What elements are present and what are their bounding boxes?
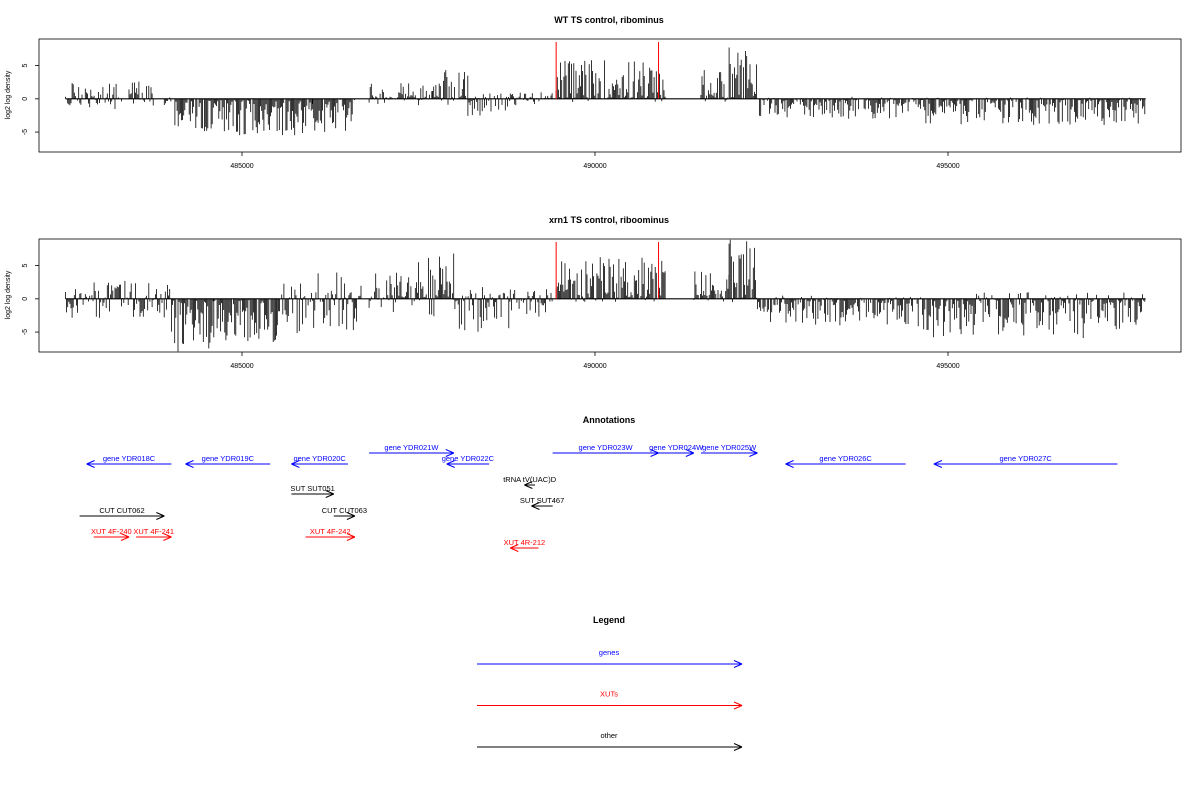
annotation-arrow: XUT 4F-242 xyxy=(305,527,356,541)
annotation-arrows: gene YDR018C gene YDR019C gene YDR020C gene… xyxy=(79,443,1118,552)
annotation-arrow: gene YDR026C xyxy=(785,454,906,468)
y-tick-label: 5 xyxy=(22,64,29,68)
chart-title: xrn1 TS control, riboominus xyxy=(549,215,669,225)
annotation-arrow: gene YDR021W xyxy=(369,443,455,457)
annotation-label: SUT SUT467 xyxy=(520,496,564,505)
annotation-label: gene YDR027C xyxy=(999,454,1052,463)
panel-wt: WT TS control, ribominus 485000 490000 495… xyxy=(5,15,1182,170)
x-tick-label: 485000 xyxy=(230,163,253,170)
y-tick-label: 5 xyxy=(22,264,29,268)
annotation-arrow: gene YDR022C xyxy=(442,454,495,468)
annotation-label: gene YDR018C xyxy=(103,454,156,463)
annotation-label: tRNA tV(UAC)D xyxy=(503,475,557,484)
x-tick-label: 490000 xyxy=(583,363,606,370)
annotation-label: CUT CUT063 xyxy=(322,506,367,515)
annotation-label: XUT 4F-241 xyxy=(133,527,174,536)
annotation-arrow: CUT CUT062 xyxy=(79,506,165,520)
chart-title: WT TS control, ribominus xyxy=(554,15,664,25)
annotation-arrow: tRNA tV(UAC)D xyxy=(503,475,557,489)
legend-arrow: genes xyxy=(477,648,743,668)
annotation-label: gene YDR020C xyxy=(293,454,346,463)
annotations-track: Annotations gene YDR018C gene YDR019C gene… xyxy=(79,415,1118,552)
annotation-arrow: CUT CUT063 xyxy=(322,506,367,520)
annotation-label: gene YDR019C xyxy=(202,454,255,463)
annotation-arrow: XUT 4F-240 xyxy=(91,527,132,541)
plot-frame xyxy=(38,238,1182,353)
red-markers xyxy=(555,242,660,299)
y-tick-label: 0 xyxy=(22,97,29,101)
annotation-label: gene YDR023W xyxy=(579,443,634,452)
density-bars xyxy=(65,239,1146,352)
density-bars xyxy=(65,47,1146,136)
x-tick-label: 495000 xyxy=(936,363,959,370)
annotation-arrow: gene YDR020C xyxy=(291,454,348,468)
y-tick-label: -5 xyxy=(22,129,29,135)
legend-label: XUTs xyxy=(600,690,618,699)
y-tick-label: -5 xyxy=(22,329,29,335)
annotation-arrow: gene YDR018C xyxy=(86,454,172,468)
annotation-label: XUT 4F-242 xyxy=(310,527,351,536)
y-axis-label: log2 log density xyxy=(5,270,12,319)
legend-arrow: other xyxy=(477,731,743,751)
annotation-label: CUT CUT062 xyxy=(99,506,144,515)
annotation-label: gene YDR024W xyxy=(649,443,704,452)
annotation-label: XUT 4R-212 xyxy=(504,538,546,547)
legend-label: other xyxy=(600,731,618,740)
annotation-arrow: SUT SUT467 xyxy=(520,496,564,510)
annotation-arrow: XUT 4R-212 xyxy=(504,538,546,552)
x-ticks: 485000 490000 495000 xyxy=(230,352,960,370)
y-axis-label: log2 log density xyxy=(5,70,12,119)
annotation-arrow: XUT 4F-241 xyxy=(133,527,174,541)
legend-items: genes XUTs other xyxy=(477,648,743,751)
y-tick-label: 0 xyxy=(22,297,29,301)
annotation-arrow: gene YDR024W xyxy=(649,443,704,457)
annotation-label: gene YDR021W xyxy=(384,443,439,452)
annotation-label: gene YDR025W xyxy=(702,443,757,452)
annotation-arrow: gene YDR019C xyxy=(185,454,271,468)
annotation-arrow: gene YDR023W xyxy=(552,443,659,457)
panel-xrn1: xrn1 TS control, riboominus 485000 490000… xyxy=(5,215,1182,370)
y-ticks: -5 0 5 xyxy=(22,264,39,335)
red-markers xyxy=(555,42,660,99)
legend-title: Legend xyxy=(593,615,625,625)
legend: Legend genes XUTs other xyxy=(477,615,743,751)
x-ticks: 485000 490000 495000 xyxy=(230,152,960,170)
plot-frame xyxy=(38,38,1182,153)
annotation-label: XUT 4F-240 xyxy=(91,527,132,536)
annotation-label: gene YDR022C xyxy=(442,454,495,463)
annotation-arrow: gene YDR027C xyxy=(933,454,1118,468)
legend-label: genes xyxy=(599,648,620,657)
x-tick-label: 495000 xyxy=(936,163,959,170)
annotations-title: Annotations xyxy=(583,415,636,425)
annotation-label: SUT SUT051 xyxy=(290,484,334,493)
annotation-arrow: gene YDR025W xyxy=(700,443,758,457)
x-tick-label: 485000 xyxy=(230,363,253,370)
y-ticks: -5 0 5 xyxy=(22,64,39,135)
legend-arrow: XUTs xyxy=(477,690,743,710)
x-tick-label: 490000 xyxy=(583,163,606,170)
annotation-label: gene YDR026C xyxy=(819,454,872,463)
annotation-arrow: SUT SUT051 xyxy=(290,484,335,498)
